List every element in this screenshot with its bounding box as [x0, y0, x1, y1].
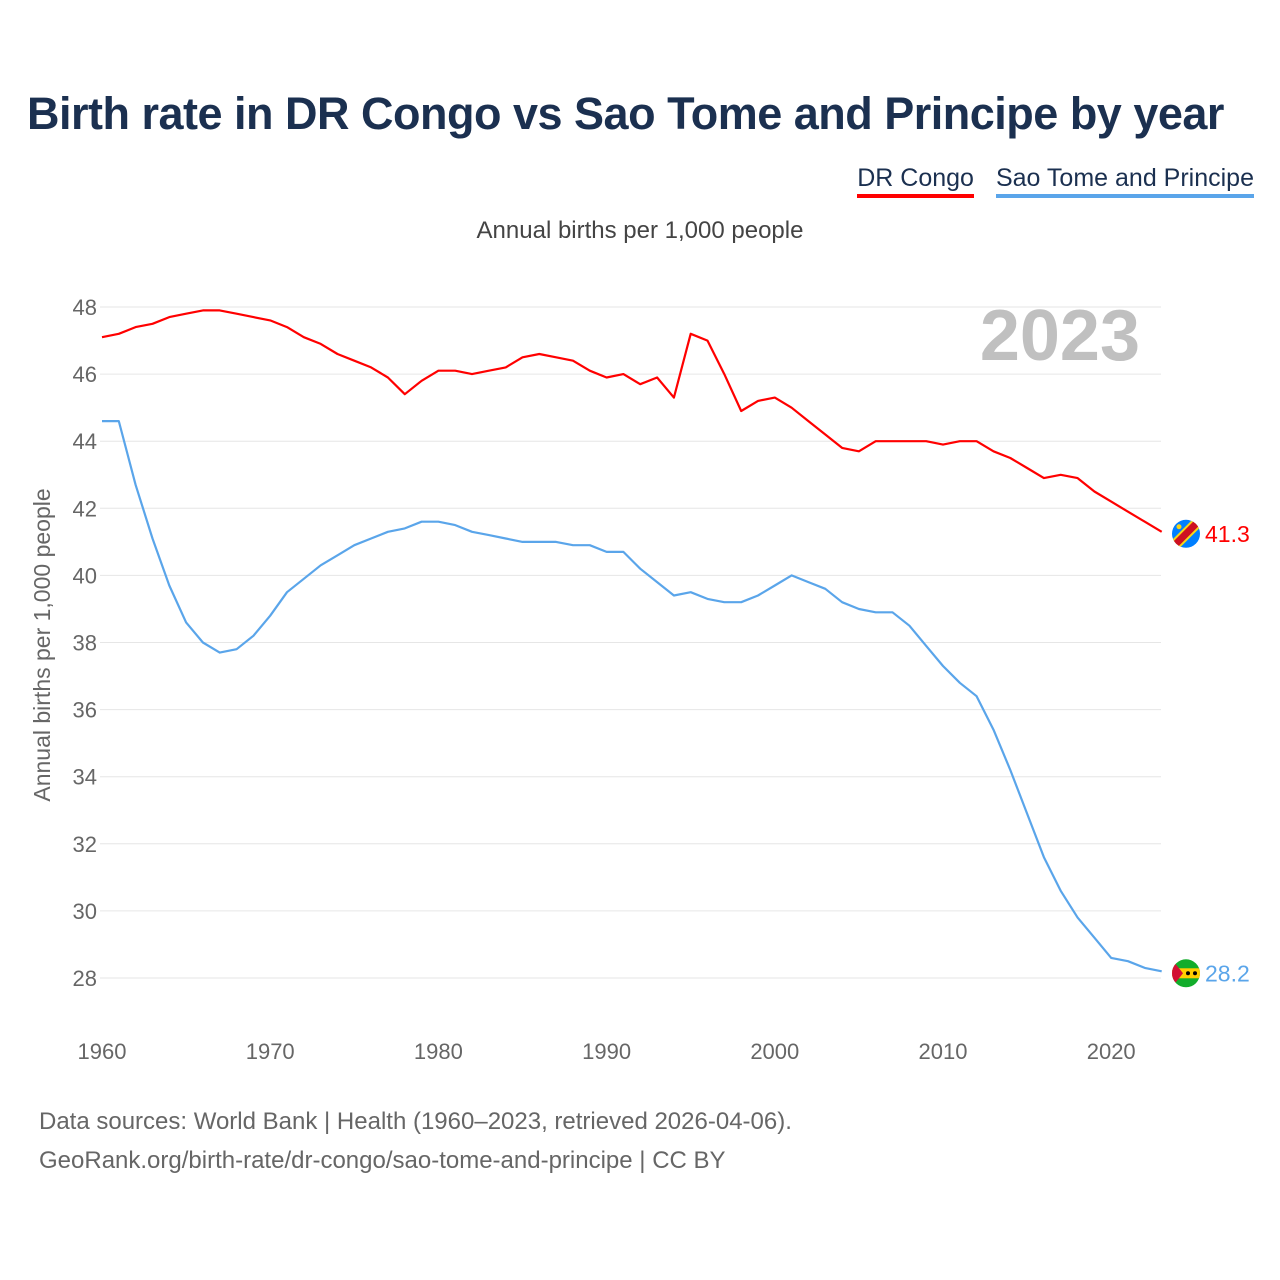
x-tick-label: 1980 — [414, 1039, 463, 1064]
y-tick-label: 32 — [73, 832, 97, 857]
y-tick-label: 28 — [73, 966, 97, 991]
x-tick-label: 1970 — [246, 1039, 295, 1064]
footer-link[interactable]: GeoRank.org/birth-rate/dr-congo/sao-tome… — [39, 1147, 726, 1174]
flag-body — [1172, 959, 1200, 988]
series-line-dr-congo — [101, 309, 1163, 533]
flag-star — [1176, 524, 1182, 530]
end-value-label: 41.3 — [1205, 521, 1250, 547]
y-tick-label: 40 — [73, 563, 97, 588]
series-line-sao-tome — [102, 420, 1162, 973]
footer-sources: Data sources: World Bank | Health (1960–… — [39, 1108, 792, 1135]
y-tick-label: 48 — [73, 295, 97, 320]
legend-item-dr-congo[interactable]: DR Congo — [857, 164, 974, 198]
end-value-label: 28.2 — [1205, 960, 1250, 986]
x-tick-label: 1960 — [78, 1039, 127, 1064]
year-watermark: 2023 — [980, 296, 1140, 376]
sao-tome-flag-icon — [1172, 959, 1200, 988]
y-tick-label: 38 — [73, 631, 97, 656]
y-tick-label: 36 — [73, 698, 97, 723]
legend: DR Congo Sao Tome and Principe — [857, 164, 1254, 198]
y-axis-label: Annual births per 1,000 people — [29, 488, 55, 801]
y-tick-label: 46 — [73, 362, 97, 387]
y-tick-label: 44 — [73, 429, 97, 454]
x-tick-label: 1990 — [582, 1039, 631, 1064]
flag-star — [1193, 971, 1197, 976]
chart-subtitle: Annual births per 1,000 people — [476, 217, 804, 244]
y-tick-label: 30 — [73, 899, 97, 924]
chart-title: Birth rate in DR Congo vs Sao Tome and P… — [27, 88, 1224, 139]
legend-item-sao-tome[interactable]: Sao Tome and Principe — [995, 164, 1254, 198]
x-tick-label: 2020 — [1087, 1039, 1136, 1064]
flag-star — [1186, 971, 1190, 976]
x-tick-label: 2000 — [750, 1039, 799, 1064]
flag-body — [1172, 519, 1200, 548]
x-tick-label: 2010 — [919, 1039, 968, 1064]
y-tick-label: 42 — [73, 496, 97, 521]
dr-congo-flag-icon — [1172, 519, 1200, 548]
y-tick-label: 34 — [73, 765, 97, 790]
